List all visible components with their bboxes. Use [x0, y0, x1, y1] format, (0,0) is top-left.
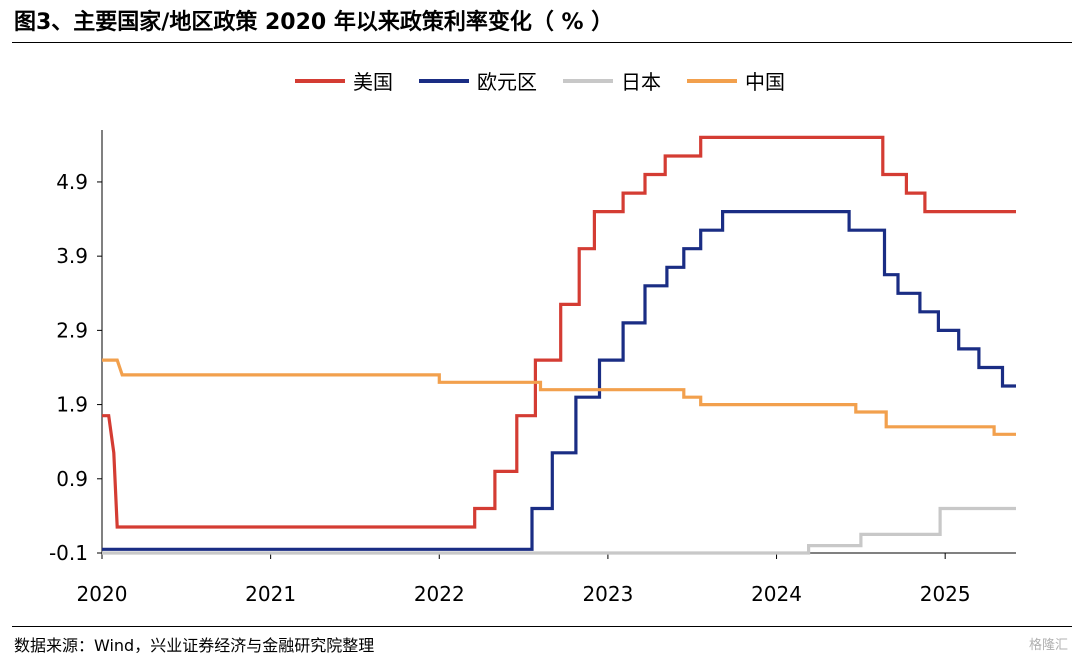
series-line-china	[102, 358, 1016, 436]
legend-label-japan: 日本	[621, 70, 661, 94]
x-tick-label: 2024	[751, 582, 802, 606]
y-tick-label: 4.9	[56, 170, 88, 194]
legend-item-euro-area: 欧元区	[419, 66, 537, 95]
legend-item-china: 中国	[687, 66, 785, 95]
legend-label-us: 美国	[353, 70, 393, 94]
legend-swatch-euro-area	[419, 78, 469, 83]
legend-label-euro-area: 欧元区	[477, 70, 537, 94]
x-tick-label: 2021	[245, 582, 296, 606]
source-divider	[12, 626, 1072, 627]
legend-swatch-us	[295, 78, 345, 83]
title-divider	[12, 42, 1072, 43]
series-line-japan	[102, 506, 1016, 555]
watermark-logo: 格隆汇	[1028, 638, 1068, 653]
legend-swatch-japan	[563, 78, 613, 83]
y-tick-label: 3.9	[56, 244, 88, 268]
legend-swatch-china	[687, 78, 737, 83]
x-tick-label: 2020	[77, 582, 128, 606]
chart-legend: 美国 欧元区 日本 中国	[0, 66, 1080, 95]
legend-label-china: 中国	[745, 70, 785, 94]
x-tick-label: 2023	[582, 582, 633, 606]
series-line-us	[102, 135, 1016, 529]
x-tick-label: 2025	[920, 582, 971, 606]
legend-item-us: 美国	[295, 66, 393, 95]
y-tick-label: -0.1	[49, 541, 88, 565]
y-tick-label: 0.9	[56, 467, 88, 491]
source-note: 数据来源：Wind，兴业证券经济与金融研究院整理	[14, 636, 375, 655]
legend-item-japan: 日本	[563, 66, 661, 95]
y-tick-label: 2.9	[56, 318, 88, 342]
y-tick-label: 1.9	[56, 393, 88, 417]
chart-title: 图3、主要国家/地区政策 2020 年以来政策利率变化（ % ）	[14, 10, 614, 35]
series-line-euro-area	[102, 210, 1016, 551]
x-tick-label: 2022	[414, 582, 465, 606]
